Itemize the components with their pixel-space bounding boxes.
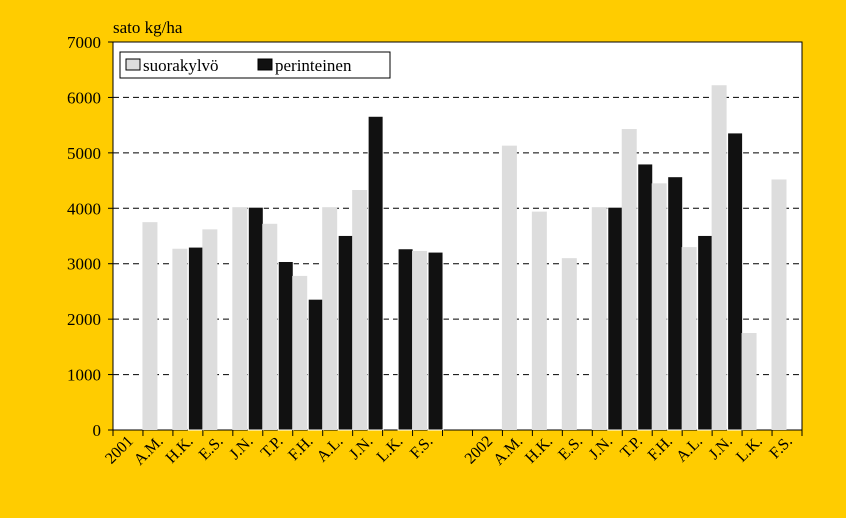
legend-box bbox=[119, 51, 391, 79]
bar-suorakylvo bbox=[142, 222, 158, 430]
bar-suorakylvo bbox=[591, 207, 607, 430]
bar-perinteinen bbox=[637, 163, 654, 431]
legend-swatch bbox=[257, 58, 273, 71]
bar-perinteinen bbox=[427, 251, 444, 431]
bar-suorakylvo bbox=[771, 179, 787, 430]
y-tick-label: 3000 bbox=[67, 255, 101, 274]
bar-suorakylvo bbox=[292, 275, 308, 430]
bar-suorakylvo bbox=[501, 145, 517, 430]
bar-perinteinen bbox=[337, 234, 354, 431]
bar-perinteinen bbox=[727, 132, 744, 431]
legend-item-suorakylvo: suorakylvö bbox=[143, 56, 219, 75]
bar-suorakylvo bbox=[711, 85, 727, 430]
bar-perinteinen bbox=[187, 246, 204, 431]
bar-perinteinen bbox=[247, 206, 264, 431]
bar-perinteinen bbox=[367, 115, 384, 431]
bar-perinteinen bbox=[307, 298, 324, 431]
y-tick-label: 1000 bbox=[67, 366, 101, 385]
bar-perinteinen bbox=[277, 260, 294, 431]
bar-suorakylvo bbox=[561, 258, 577, 430]
y-tick-label: 5000 bbox=[67, 144, 101, 163]
legend-item-perinteinen: perinteinen bbox=[275, 56, 352, 75]
bar-perinteinen bbox=[667, 176, 684, 431]
bar-perinteinen bbox=[697, 234, 714, 431]
y-tick-label: 7000 bbox=[67, 33, 101, 52]
bar-perinteinen bbox=[607, 206, 624, 431]
bar-suorakylvo bbox=[202, 229, 218, 430]
bar-suorakylvo bbox=[172, 248, 188, 430]
bar-suorakylvo bbox=[352, 189, 368, 430]
y-tick-label: 4000 bbox=[67, 199, 101, 218]
bar-suorakylvo bbox=[651, 183, 667, 430]
y-axis-unit-label: sato kg/ha bbox=[113, 18, 183, 37]
axes bbox=[112, 430, 803, 436]
y-tick-labels: 0 1000 2000 3000 4000 5000 6000 7000 bbox=[67, 33, 113, 440]
y-tick-label: 2000 bbox=[67, 310, 101, 329]
y-tick-label: 0 bbox=[93, 421, 102, 440]
legend-swatch bbox=[125, 58, 141, 71]
bar-suorakylvo bbox=[681, 247, 697, 430]
bar-suorakylvo bbox=[322, 207, 338, 430]
bar-suorakylvo bbox=[621, 129, 637, 430]
y-tick-label: 6000 bbox=[67, 88, 101, 107]
bar-suorakylvo bbox=[741, 333, 757, 430]
bar-suorakylvo bbox=[531, 211, 547, 430]
bar-suorakylvo bbox=[232, 207, 248, 430]
legend: suorakylvö perinteinen bbox=[119, 51, 391, 79]
bars bbox=[142, 85, 787, 431]
bar-suorakylvo bbox=[412, 250, 428, 430]
bar-perinteinen bbox=[397, 248, 414, 431]
bar-suorakylvo bbox=[262, 223, 278, 430]
